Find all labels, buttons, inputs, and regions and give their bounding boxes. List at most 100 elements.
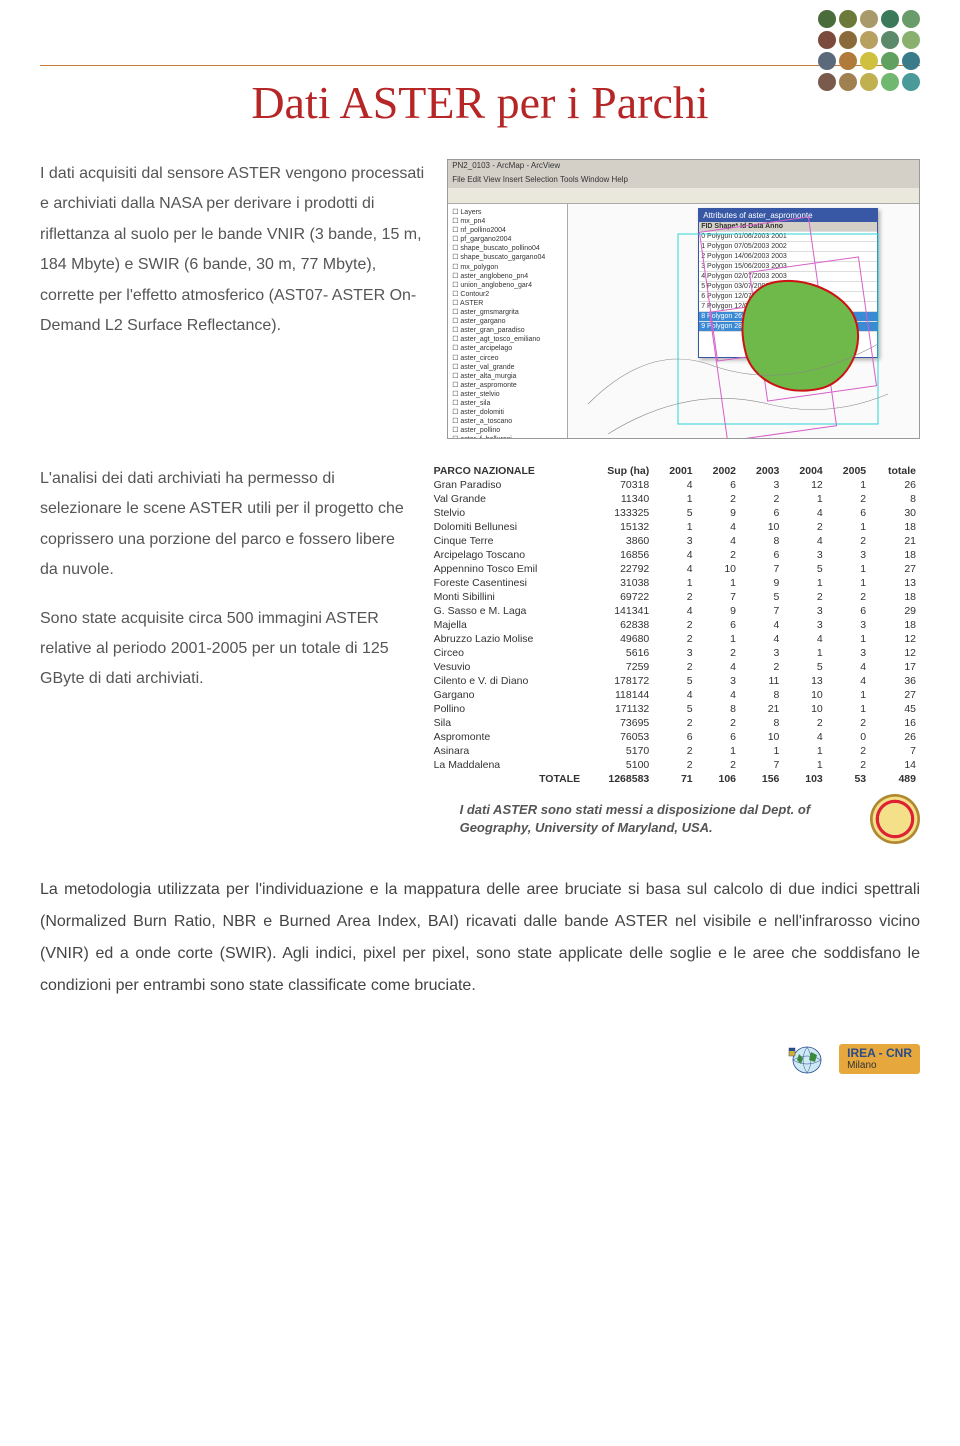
- table-cell: 3: [740, 646, 783, 660]
- table-cell: 2: [827, 590, 870, 604]
- table-cell: 2: [827, 534, 870, 548]
- table-cell: 10: [740, 730, 783, 744]
- table-cell: 5: [783, 660, 826, 674]
- table-header: 2005: [827, 464, 870, 478]
- table-cell: 4: [697, 520, 740, 534]
- table-cell: 73695: [584, 716, 653, 730]
- table-cell: 2: [740, 660, 783, 674]
- table-cell: 9: [697, 506, 740, 520]
- total-cell: 53: [827, 772, 870, 786]
- table-cell: 4: [827, 660, 870, 674]
- layer-item: ☐ aster_val_grande: [452, 363, 563, 372]
- logo-dot: [860, 10, 878, 28]
- layer-item: ☐ pf_gargano2004: [452, 235, 563, 244]
- table-cell: 16: [870, 716, 920, 730]
- table-cell: 36: [870, 674, 920, 688]
- table-cell: 30: [870, 506, 920, 520]
- table-header: PARCO NAZIONALE: [430, 464, 585, 478]
- table-cell: 2: [783, 590, 826, 604]
- logo-dot: [839, 73, 857, 91]
- table-cell: 11340: [584, 492, 653, 506]
- table-cell: 1: [783, 758, 826, 772]
- table-cell: 3: [827, 618, 870, 632]
- table-cell: 2: [653, 590, 696, 604]
- table-row: G. Sasso e M. Laga1413414973629: [430, 604, 920, 618]
- table-cell: 21: [870, 534, 920, 548]
- globe-icon: [787, 1042, 831, 1076]
- table-cell: 11: [740, 674, 783, 688]
- table-cell: 10: [740, 520, 783, 534]
- table-row: La Maddalena51002271214: [430, 758, 920, 772]
- logo-dot: [818, 31, 836, 49]
- table-cell: 1: [827, 702, 870, 716]
- table-cell: 18: [870, 548, 920, 562]
- table-header: totale: [870, 464, 920, 478]
- table-cell: 2: [653, 744, 696, 758]
- table-row: Cinque Terre38603484221: [430, 534, 920, 548]
- analysis-paragraph: L'analisi dei dati archiviati ha permess…: [40, 464, 410, 586]
- table-cell: 26: [870, 478, 920, 492]
- table-cell: 1: [653, 576, 696, 590]
- table-cell: 2: [697, 758, 740, 772]
- table-cell: 5100: [584, 758, 653, 772]
- table-cell: 2: [827, 716, 870, 730]
- logo-dot: [818, 52, 836, 70]
- irea-badge: IREA - CNR Milano: [839, 1044, 920, 1074]
- table-cell: 12: [870, 632, 920, 646]
- table-cell: Sila: [430, 716, 585, 730]
- layer-item: ☐ union_anglobeno_gar4: [452, 281, 563, 290]
- table-cell: 1: [783, 646, 826, 660]
- table-row: Pollino171132582110145: [430, 702, 920, 716]
- table-cell: 5170: [584, 744, 653, 758]
- table-cell: 7: [697, 590, 740, 604]
- table-cell: Gran Paradiso: [430, 478, 585, 492]
- table-cell: 27: [870, 688, 920, 702]
- table-cell: 178172: [584, 674, 653, 688]
- table-row: Gargano11814444810127: [430, 688, 920, 702]
- total-cell: 71: [653, 772, 696, 786]
- layer-item: ☐ aster_sila: [452, 399, 563, 408]
- logo-dot: [881, 31, 899, 49]
- table-cell: 10: [697, 562, 740, 576]
- table-cell: 18: [870, 590, 920, 604]
- table-cell: 5: [783, 562, 826, 576]
- table-cell: G. Sasso e M. Laga: [430, 604, 585, 618]
- table-cell: 1: [653, 492, 696, 506]
- total-label: TOTALE: [430, 772, 585, 786]
- layer-item: ☐ aster_a_toscano: [452, 417, 563, 426]
- table-cell: 1: [827, 478, 870, 492]
- table-cell: 4: [653, 604, 696, 618]
- table-cell: 16856: [584, 548, 653, 562]
- table-cell: Abruzzo Lazio Molise: [430, 632, 585, 646]
- layer-item: ☐ aster_arcipelago: [452, 344, 563, 353]
- table-cell: 4: [740, 632, 783, 646]
- table-cell: 1: [653, 520, 696, 534]
- total-cell: 103: [783, 772, 826, 786]
- table-cell: 171132: [584, 702, 653, 716]
- table-cell: Foreste Casentinesi: [430, 576, 585, 590]
- table-cell: Monti Sibillini: [430, 590, 585, 604]
- table-cell: 2: [653, 716, 696, 730]
- table-cell: 2: [653, 660, 696, 674]
- layer-item: ☐ shape_buscato_pollino04: [452, 244, 563, 253]
- table-cell: 4: [697, 660, 740, 674]
- screenshot-menu: File Edit View Insert Selection Tools Wi…: [448, 174, 919, 188]
- total-cell: 106: [697, 772, 740, 786]
- table-cell: 7: [740, 604, 783, 618]
- table-cell: 2: [697, 548, 740, 562]
- table-cell: 8: [740, 688, 783, 702]
- table-cell: 6: [740, 506, 783, 520]
- table-cell: 1: [827, 576, 870, 590]
- screenshot-titlebar: PN2_0103 - ArcMap - ArcView: [448, 160, 919, 174]
- screenshot-map-view: Attributes of aster_aspromonte FID Shape…: [568, 204, 919, 439]
- logo-grid: [818, 10, 920, 91]
- logo-dot: [818, 10, 836, 28]
- table-cell: 8: [740, 534, 783, 548]
- table-cell: 1: [740, 744, 783, 758]
- table-cell: 27: [870, 562, 920, 576]
- layer-item: ☐ Contour2: [452, 290, 563, 299]
- total-cell: 489: [870, 772, 920, 786]
- logo-dot: [839, 52, 857, 70]
- table-cell: 1: [697, 632, 740, 646]
- table-cell: 15132: [584, 520, 653, 534]
